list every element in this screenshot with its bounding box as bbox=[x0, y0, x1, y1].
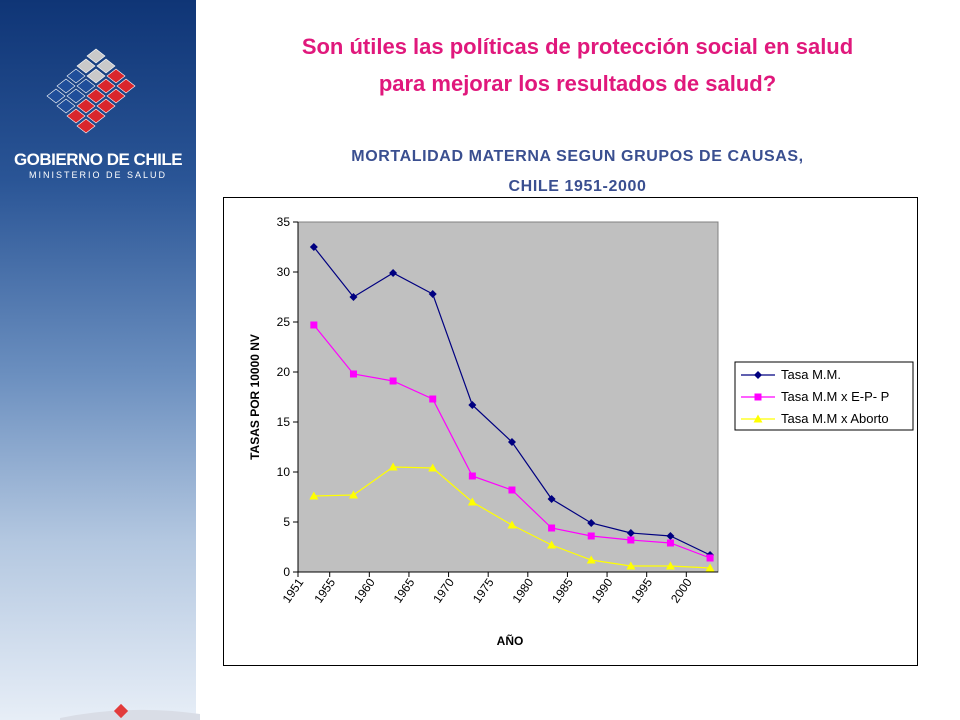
logo-cube bbox=[106, 88, 126, 104]
data-point bbox=[388, 462, 398, 471]
legend-label: Tasa M.M. bbox=[781, 367, 841, 382]
data-point bbox=[587, 519, 596, 527]
data-point bbox=[508, 486, 516, 494]
data-point bbox=[706, 554, 714, 562]
logo-cube bbox=[66, 88, 86, 104]
series-3 bbox=[309, 462, 715, 572]
y-tick-label: 30 bbox=[277, 265, 291, 279]
series-2 bbox=[310, 321, 714, 562]
logo-cube bbox=[116, 78, 136, 94]
data-point bbox=[507, 438, 516, 446]
y-tick-label: 35 bbox=[277, 215, 291, 229]
data-point bbox=[548, 524, 556, 532]
legend: Tasa M.M. Tasa M.M x E-P- P Tasa M.M x Abo… bbox=[734, 361, 914, 431]
data-point bbox=[705, 563, 715, 572]
data-point bbox=[626, 529, 635, 537]
data-point bbox=[507, 520, 517, 529]
legend-label: Tasa M.M x E-P- P bbox=[781, 389, 889, 404]
data-point bbox=[389, 269, 398, 277]
data-point bbox=[428, 290, 437, 298]
y-tick-label: 5 bbox=[283, 515, 290, 529]
chart-title: MORTALIDAD MATERNA SEGUN GRUPOS DE CAUSA… bbox=[215, 142, 940, 202]
data-point bbox=[586, 555, 596, 564]
data-point bbox=[627, 536, 635, 544]
data-point bbox=[626, 561, 636, 570]
data-point bbox=[666, 539, 674, 547]
y-axis-label: TASAS POR 10000 NV bbox=[248, 334, 262, 460]
logo-cube bbox=[76, 78, 96, 94]
legend-item: Tasa M.M x E-P- P bbox=[741, 389, 889, 404]
logo-cube bbox=[86, 68, 106, 84]
data-point bbox=[547, 495, 556, 503]
data-point bbox=[468, 401, 477, 409]
data-point bbox=[587, 532, 595, 540]
data-point bbox=[310, 321, 318, 329]
data-point bbox=[547, 540, 557, 549]
logo-cube bbox=[86, 88, 106, 104]
slide-title-line-1: Son útiles las políticas de protección s… bbox=[301, 34, 854, 59]
logo-cube bbox=[86, 108, 106, 124]
data-point bbox=[348, 490, 358, 499]
logo-cube bbox=[86, 48, 106, 64]
x-axis-label: AÑO bbox=[497, 633, 524, 648]
data-point bbox=[309, 491, 319, 500]
logo-cube bbox=[96, 78, 116, 94]
legend-item: Tasa M.M x Aborto bbox=[741, 411, 889, 426]
data-point bbox=[753, 414, 763, 423]
logo-cube bbox=[76, 98, 96, 114]
series-layer bbox=[309, 243, 715, 572]
logo-cube bbox=[96, 58, 116, 74]
logo-cube bbox=[76, 118, 96, 134]
chart-title-line-1: MORTALIDAD MATERNA SEGUN GRUPOS DE CAUSA… bbox=[351, 148, 804, 165]
data-point bbox=[468, 472, 476, 480]
logo-cube bbox=[46, 88, 66, 104]
logo-cube bbox=[56, 98, 76, 114]
data-point bbox=[754, 371, 762, 379]
sidebar-panel: GOBIERNO DE CHILE MINISTERIO DE SALUD bbox=[0, 0, 196, 720]
data-point bbox=[389, 377, 397, 385]
y-tick-label: 10 bbox=[277, 465, 291, 479]
data-point bbox=[428, 463, 438, 472]
data-point bbox=[349, 293, 358, 301]
government-name: GOBIERNO DE CHILE bbox=[13, 150, 183, 169]
y-tick-label: 25 bbox=[277, 315, 291, 329]
logo-cube bbox=[56, 78, 76, 94]
plot-area bbox=[297, 221, 719, 573]
y-tick-label: 0 bbox=[283, 565, 290, 579]
legend-label: Tasa M.M x Aborto bbox=[781, 411, 889, 426]
logo-cube bbox=[96, 98, 116, 114]
slide-title-line-2: para mejorar los resultados de salud? bbox=[378, 71, 777, 96]
ministry-name: MINISTERIO DE SALUD bbox=[28, 170, 167, 180]
logo-cube bbox=[106, 68, 126, 84]
data-point bbox=[467, 497, 477, 506]
chart-frame: 0 5 10 15 20 25 30 35 1951 1955 1960 1965 1970 1975 1… bbox=[223, 197, 919, 667]
logo-cube bbox=[66, 68, 86, 84]
data-point bbox=[349, 370, 357, 378]
data-point bbox=[665, 561, 675, 570]
y-axis: 0 5 10 15 20 25 30 35 bbox=[277, 215, 299, 579]
footer-swoosh-icon bbox=[60, 703, 200, 720]
chart-title-line-2: CHILE 1951-2000 bbox=[508, 178, 647, 195]
data-point bbox=[429, 395, 437, 403]
government-logo bbox=[46, 48, 136, 134]
logo-cube bbox=[66, 108, 86, 124]
data-point bbox=[666, 532, 675, 540]
y-tick-label: 15 bbox=[277, 415, 291, 429]
y-tick-label: 20 bbox=[277, 365, 291, 379]
legend-item: Tasa M.M. bbox=[741, 367, 841, 382]
data-point bbox=[309, 243, 318, 251]
data-point bbox=[754, 393, 762, 401]
slide-title: Son útiles las políticas de protección s… bbox=[215, 28, 940, 102]
logo-cube bbox=[76, 58, 96, 74]
